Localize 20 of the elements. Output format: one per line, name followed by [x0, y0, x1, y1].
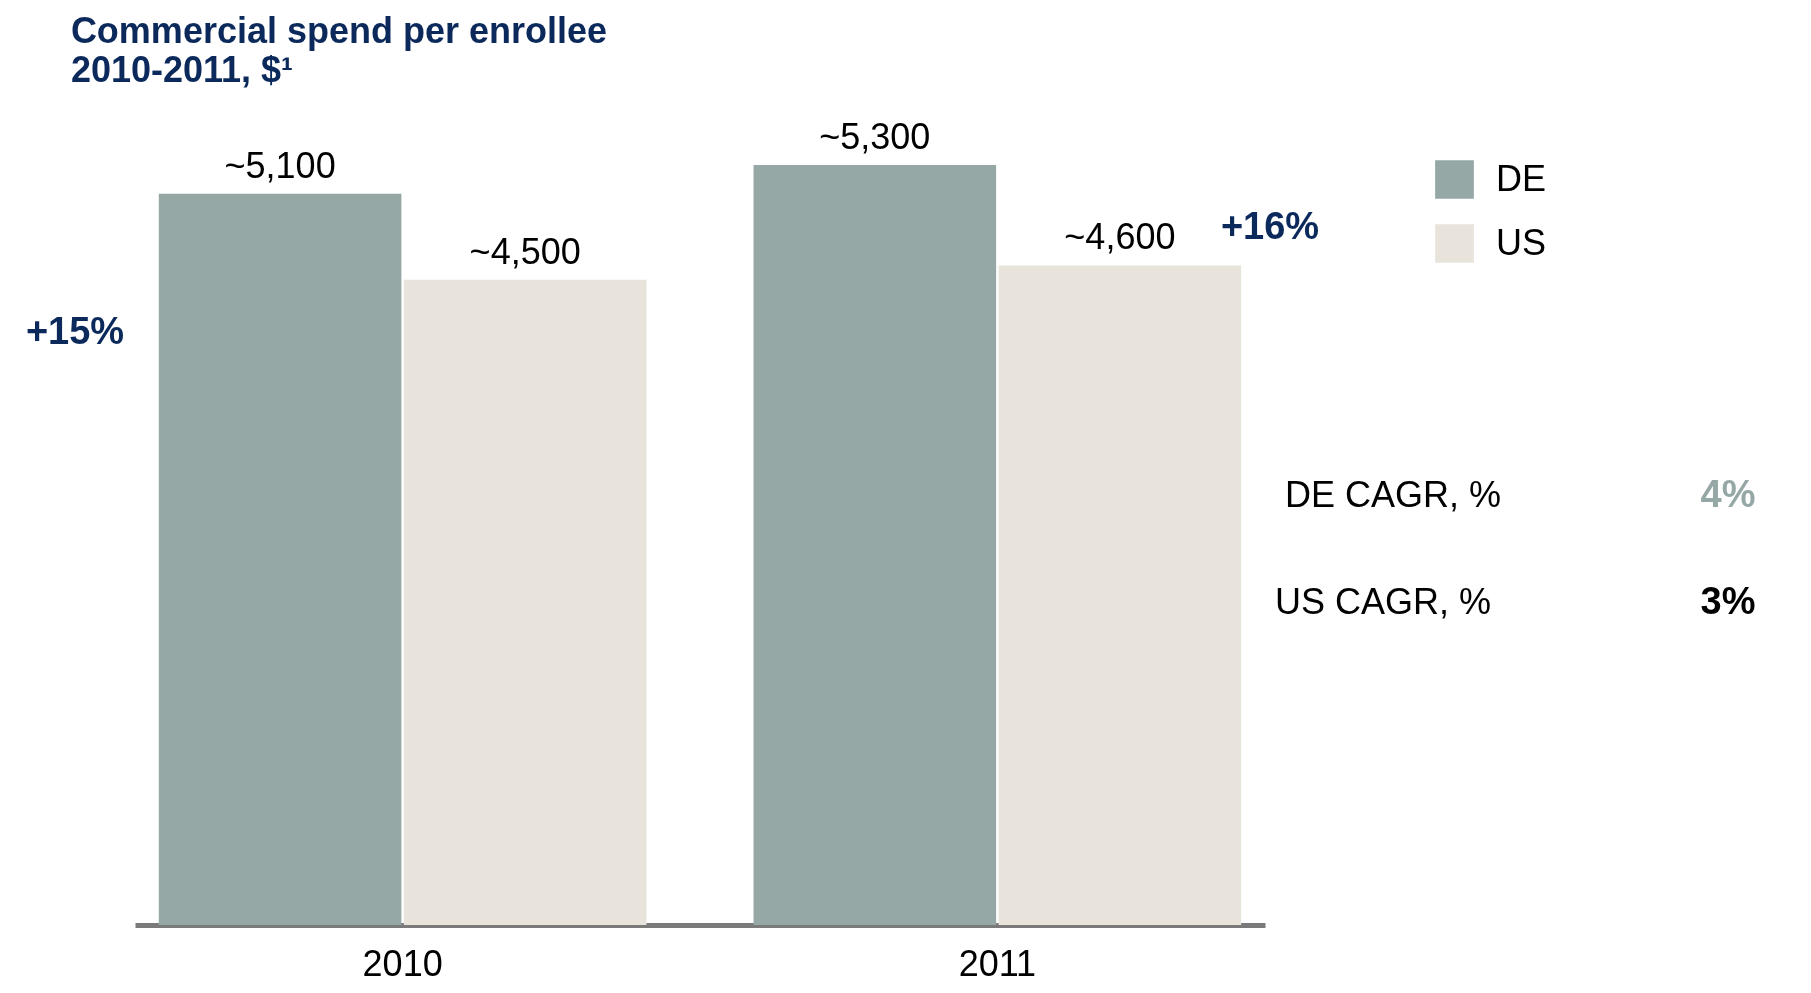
text: 3%: [1700, 580, 1756, 622]
chart-subtitle: 2010-2011, $¹: [70, 49, 294, 90]
x-tick-label: 2010: [362, 942, 443, 984]
legend-label: US: [1496, 221, 1547, 263]
legend-label: DE: [1496, 157, 1547, 199]
bar: [158, 193, 402, 925]
text: +15%: [25, 310, 125, 352]
x-tick-label: 2011: [958, 942, 1037, 984]
data-label: ~5,100: [224, 144, 336, 186]
data-label: ~4,600: [1064, 216, 1176, 258]
text: 4%: [1700, 473, 1756, 515]
data-label: ~5,300: [819, 116, 931, 157]
text: US CAGR, %: [1275, 581, 1492, 622]
chart-title: Commercial spend per enrollee: [70, 10, 608, 51]
bar: [998, 265, 1242, 925]
annotation: +16%: [1220, 205, 1320, 247]
bar: [753, 165, 997, 925]
data-label: ~4,500: [469, 230, 581, 272]
bar: [403, 279, 647, 925]
text: DE CAGR, %: [1285, 474, 1502, 515]
